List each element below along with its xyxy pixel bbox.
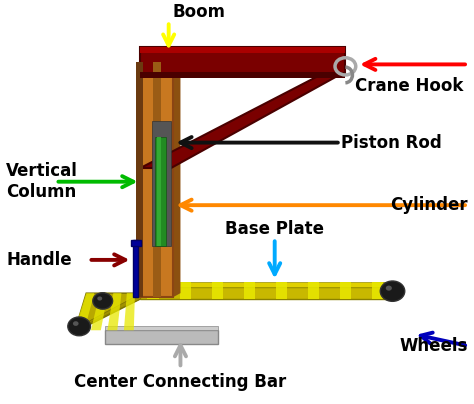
Polygon shape <box>340 282 351 299</box>
Polygon shape <box>152 121 171 246</box>
Polygon shape <box>140 47 346 74</box>
Polygon shape <box>147 282 159 299</box>
Polygon shape <box>153 63 161 297</box>
Polygon shape <box>140 63 173 297</box>
Polygon shape <box>157 137 161 246</box>
Circle shape <box>68 317 91 336</box>
Polygon shape <box>133 240 138 297</box>
Polygon shape <box>140 74 341 168</box>
Polygon shape <box>211 282 223 299</box>
Text: Handle: Handle <box>6 251 72 269</box>
Text: Boom: Boom <box>173 3 226 21</box>
Polygon shape <box>136 63 143 297</box>
Text: Cylinder: Cylinder <box>390 196 468 214</box>
Circle shape <box>73 321 79 326</box>
Polygon shape <box>140 282 388 287</box>
Polygon shape <box>108 293 121 330</box>
Polygon shape <box>173 59 181 297</box>
Text: Crane Hook: Crane Hook <box>355 77 463 95</box>
Circle shape <box>93 293 113 309</box>
Polygon shape <box>155 137 166 246</box>
Text: Center Connecting Bar: Center Connecting Bar <box>74 373 287 391</box>
Polygon shape <box>105 326 218 330</box>
Polygon shape <box>74 293 94 330</box>
Polygon shape <box>124 293 135 330</box>
Polygon shape <box>130 240 141 246</box>
Text: Vertical
Column: Vertical Column <box>6 162 78 201</box>
Polygon shape <box>140 47 346 53</box>
Circle shape <box>97 297 102 301</box>
Polygon shape <box>105 330 218 344</box>
Polygon shape <box>74 294 140 330</box>
Polygon shape <box>140 287 388 299</box>
Circle shape <box>386 286 392 290</box>
Circle shape <box>380 281 405 301</box>
Polygon shape <box>244 282 255 299</box>
Text: Piston Rod: Piston Rod <box>341 134 441 152</box>
Polygon shape <box>140 72 346 78</box>
Polygon shape <box>74 293 140 332</box>
Polygon shape <box>308 282 319 299</box>
Polygon shape <box>91 293 108 330</box>
Text: Base Plate: Base Plate <box>225 221 324 238</box>
Text: Wheels: Wheels <box>400 337 468 355</box>
Polygon shape <box>180 282 191 299</box>
Polygon shape <box>276 282 287 299</box>
Polygon shape <box>372 282 383 299</box>
